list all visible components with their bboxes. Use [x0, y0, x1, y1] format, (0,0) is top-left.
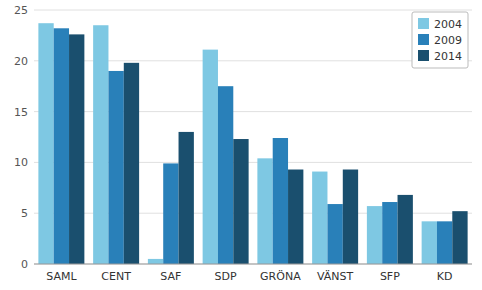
bar: [327, 204, 342, 264]
x-axis-line: [34, 264, 472, 265]
bar: [257, 158, 272, 264]
bar: [398, 195, 413, 264]
bar: [218, 86, 233, 264]
legend-label: 2014: [434, 50, 462, 63]
legend-frame: [412, 12, 468, 68]
grid-line: [34, 10, 472, 11]
x-tick-label: VÄNST: [317, 270, 354, 283]
bar: [179, 132, 194, 264]
x-tick-label: CENT: [101, 270, 131, 283]
y-tick-label: 10: [14, 156, 28, 169]
bar: [273, 138, 288, 264]
x-tick-label: SFP: [380, 270, 400, 283]
bar: [108, 71, 123, 264]
bar: [422, 221, 437, 264]
bar: [452, 211, 467, 264]
y-tick-label: 5: [21, 207, 28, 220]
bar: [203, 50, 218, 264]
x-tick-label: SAF: [160, 270, 181, 283]
bar: [288, 170, 303, 264]
chart: 0 5 10 15 20 25 SAML CENT SAF SDP GRÖNA VÄNST SFP KD 2…: [0, 0, 482, 290]
bar: [367, 206, 382, 264]
legend-swatch: [418, 18, 429, 29]
bar: [382, 202, 397, 264]
x-tick-label: SDP: [215, 270, 237, 283]
bar: [163, 163, 178, 264]
chart-container: 0 5 10 15 20 25 SAML CENT SAF SDP GRÖNA VÄNST SFP KD 2…: [0, 0, 482, 290]
bar: [38, 23, 53, 264]
grid: [34, 10, 472, 264]
bar: [343, 170, 358, 264]
legend-swatch: [418, 50, 429, 61]
grid-line: [34, 264, 472, 265]
legend-label: 2004: [434, 18, 462, 31]
bar: [93, 25, 108, 264]
legend-label: 2009: [434, 34, 462, 47]
bar: [69, 34, 84, 264]
bar: [124, 63, 139, 264]
y-tick-label: 0: [21, 258, 28, 271]
x-tick-label: GRÖNA: [260, 270, 301, 283]
x-tick-label: KD: [437, 270, 453, 283]
y-tick-label: 20: [14, 55, 28, 68]
bar: [148, 259, 163, 264]
x-tick-label: SAML: [46, 270, 77, 283]
bar: [54, 28, 69, 264]
bars: [38, 23, 467, 264]
legend-swatch: [418, 34, 429, 45]
legend: 2004 2009 2014: [412, 12, 468, 68]
bar: [233, 139, 248, 264]
y-tick-label: 25: [14, 4, 28, 17]
bar: [437, 221, 452, 264]
bar: [312, 172, 327, 264]
y-tick-label: 15: [14, 106, 28, 119]
